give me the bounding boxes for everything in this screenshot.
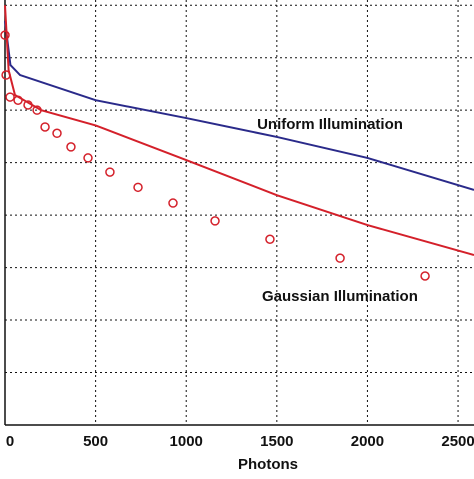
series-line [4, 5, 474, 256]
marker [210, 216, 220, 226]
x-tick-label: 0 [6, 433, 14, 450]
x-tick-label: 1500 [260, 433, 293, 450]
marker [105, 167, 115, 177]
marker [0, 30, 10, 40]
x-axis-label: Photons [238, 456, 298, 473]
marker [265, 234, 275, 245]
x-tick-label: 2000 [351, 433, 384, 450]
annotation: Gaussian Illumination [262, 288, 418, 305]
annotation: Uniform Illumination [257, 116, 403, 133]
marker [66, 142, 76, 152]
marker [32, 105, 42, 115]
marker [133, 182, 143, 193]
marker [5, 92, 15, 102]
marker [13, 95, 23, 105]
x-tick-label: 500 [83, 433, 108, 450]
marker [40, 122, 50, 132]
marker [52, 128, 62, 139]
x-tick-label: 1000 [170, 433, 203, 450]
marker [420, 271, 430, 281]
marker [23, 100, 33, 110]
x-tick-label: 2500 [441, 433, 474, 450]
marker [168, 198, 178, 208]
marker [335, 253, 345, 263]
series-line [4, 20, 474, 191]
marker [1, 70, 11, 80]
marker [83, 153, 93, 163]
